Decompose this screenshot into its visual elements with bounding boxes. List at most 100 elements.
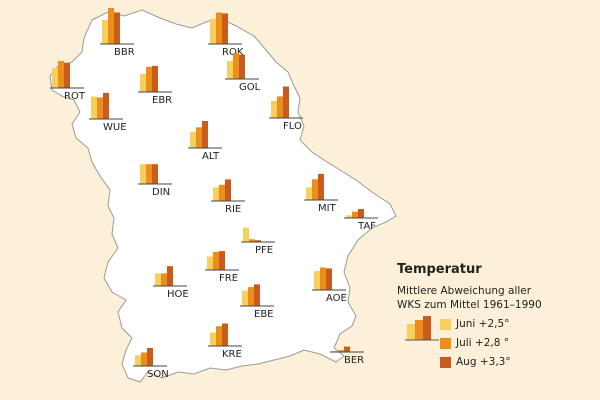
station-hoe: HOE xyxy=(153,266,189,300)
legend-swatch-aug xyxy=(440,357,451,368)
bar-mit-juni xyxy=(306,187,312,200)
bar-bbr-juli xyxy=(108,8,114,44)
bar-din-juni xyxy=(140,164,146,184)
station-label-bbr: BBR xyxy=(114,47,135,58)
station-label-rot: ROT xyxy=(64,91,86,102)
station-aoe: AOE xyxy=(312,267,347,304)
legend-subtitle-line1: Mittlere Abweichung aller xyxy=(397,285,532,297)
bar-rok-aug xyxy=(222,13,228,44)
station-flo: FLO xyxy=(269,86,303,132)
bar-flo-juni xyxy=(271,100,277,118)
bar-mit-aug xyxy=(318,173,324,200)
bar-wue-juli xyxy=(97,97,103,119)
bar-hoe-juli xyxy=(161,273,167,286)
bar-alt-aug xyxy=(202,121,208,148)
bar-alt-juni xyxy=(190,131,196,148)
bar-bbr-juni xyxy=(102,19,108,44)
station-taf: TAF xyxy=(344,209,378,232)
bar-rie-juni xyxy=(213,187,219,201)
legend-label-juni: Juni +2,5° xyxy=(456,318,510,330)
legend-swatch-juni xyxy=(440,319,451,330)
bar-rot-juni xyxy=(52,68,58,88)
legend-title: Temperatur xyxy=(397,262,482,277)
legend-label-aug: Aug +3,3° xyxy=(456,356,511,368)
station-rie: RIE xyxy=(211,179,245,215)
bar-ebr-aug xyxy=(152,65,158,92)
bar-ebe-aug xyxy=(254,284,260,306)
station-label-rie: RIE xyxy=(225,204,241,215)
bar-kre-aug xyxy=(222,323,228,346)
station-label-din: DIN xyxy=(152,187,170,198)
bar-kre-juli xyxy=(216,326,222,346)
bar-son-juli xyxy=(141,352,147,366)
bar-taf-aug xyxy=(358,209,364,218)
station-din: DIN xyxy=(138,164,172,198)
bar-ber-juli xyxy=(338,350,344,352)
station-bbr: BBR xyxy=(100,8,135,58)
legend-swatch-juli xyxy=(440,338,451,349)
station-label-hoe: HOE xyxy=(167,289,189,300)
station-pfe: PFE xyxy=(241,227,275,256)
station-ebe: EBE xyxy=(240,284,274,320)
bar-bbr-aug xyxy=(114,12,120,44)
bar-flo-juli xyxy=(277,96,283,118)
station-wue: WUE xyxy=(89,92,127,133)
station-label-ebe: EBE xyxy=(254,309,274,320)
station-label-flo: FLO xyxy=(283,121,302,132)
station-label-aoe: AOE xyxy=(326,293,347,304)
station-label-ebr: EBR xyxy=(152,95,172,106)
station-label-kre: KRE xyxy=(222,349,242,360)
station-label-mit: MIT xyxy=(318,203,337,214)
bar-fre-juli xyxy=(213,252,219,270)
bar-aoe-juni xyxy=(314,271,320,290)
bar-ber-aug xyxy=(344,346,350,352)
bar-mit-juli xyxy=(312,179,318,200)
legend-bar-icon xyxy=(405,316,439,341)
bar-gol-juni xyxy=(227,61,233,79)
station-label-alt: ALT xyxy=(202,151,220,162)
bar-rok-juli xyxy=(216,12,222,44)
bar-rot-juli xyxy=(58,61,64,88)
bar-ebr-juli xyxy=(146,66,152,92)
bar-alt-juli xyxy=(196,127,202,148)
bar-pfe-juli xyxy=(249,239,255,242)
bar-ebe-juli xyxy=(248,287,254,306)
bar-rie-aug xyxy=(225,179,231,201)
bar-flo-aug xyxy=(283,86,289,118)
bar-taf-juni xyxy=(346,215,352,218)
bar-rie-juli xyxy=(219,184,225,201)
station-rok: ROK xyxy=(208,12,244,58)
station-label-rok: ROK xyxy=(222,47,244,58)
bar-taf-juli xyxy=(352,211,358,218)
bar-pfe-juni xyxy=(243,227,249,242)
bar-pfe-aug xyxy=(255,240,261,242)
bar-fre-aug xyxy=(219,251,225,270)
bar-ebr-juni xyxy=(140,74,146,92)
bar-rot-aug xyxy=(64,62,70,88)
station-label-pfe: PFE xyxy=(255,245,273,256)
bar-wue-aug xyxy=(103,92,109,119)
bar-gol-aug xyxy=(239,54,245,79)
station-ber: BER xyxy=(330,346,364,366)
bar-wue-juni xyxy=(91,96,97,119)
station-label-ber: BER xyxy=(344,355,364,366)
bar-aoe-juli xyxy=(320,267,326,290)
bar-rok-juni xyxy=(210,18,216,44)
station-ebr: EBR xyxy=(138,65,172,106)
bar-son-aug xyxy=(147,348,153,366)
bar-din-aug xyxy=(152,164,158,184)
station-label-gol: GOL xyxy=(239,82,261,93)
bar-gol-juli xyxy=(233,52,239,79)
bar-kre-juni xyxy=(210,332,216,346)
station-fre: FRE xyxy=(205,251,239,284)
bar-fre-juni xyxy=(207,256,213,270)
bar-din-juli xyxy=(146,164,152,184)
station-son: SON xyxy=(133,348,169,380)
station-label-taf: TAF xyxy=(357,221,376,232)
bar-hoe-aug xyxy=(167,266,173,286)
station-gol: GOL xyxy=(225,52,261,93)
station-kre: KRE xyxy=(208,323,242,360)
station-mit: MIT xyxy=(304,173,338,214)
station-label-son: SON xyxy=(147,369,169,380)
